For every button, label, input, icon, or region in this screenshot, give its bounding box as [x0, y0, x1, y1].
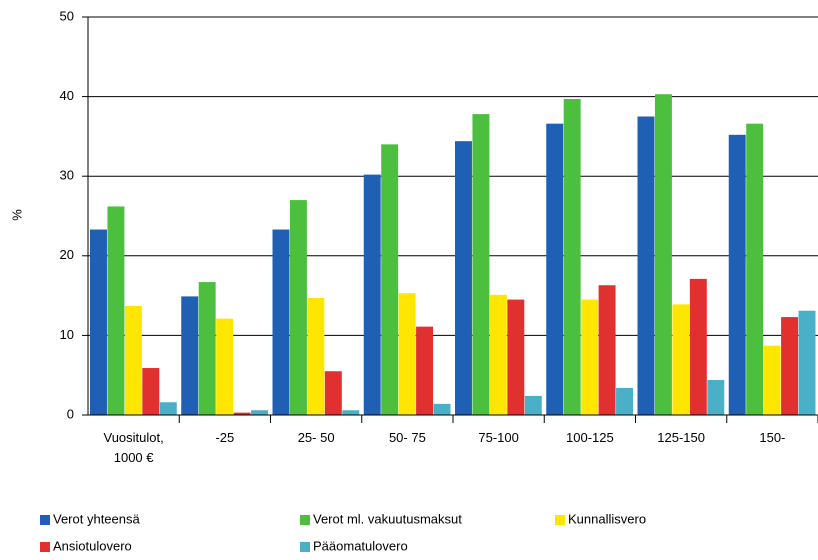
x-tick-label: 100-125 — [566, 430, 614, 445]
bar — [216, 318, 234, 415]
y-tick-label: 50 — [60, 8, 74, 23]
bar — [672, 304, 690, 415]
bar — [581, 299, 599, 415]
x-tick-label: 25- 50 — [297, 430, 335, 445]
bar — [107, 206, 125, 415]
bar — [433, 403, 451, 415]
bar — [455, 141, 472, 415]
legend-label: Ansiotulovero — [53, 538, 132, 553]
y-tick-label: 30 — [60, 168, 74, 183]
bar — [142, 368, 160, 415]
bar — [563, 98, 581, 415]
bar — [763, 345, 781, 415]
bar — [363, 174, 381, 415]
y-tick-label: 0 — [67, 406, 74, 421]
bar — [307, 297, 325, 415]
bar — [489, 294, 507, 415]
legend-label: Verot yhteensä — [53, 511, 140, 526]
bar — [637, 116, 655, 415]
y-tick-label: 40 — [60, 88, 74, 103]
legend-swatch — [555, 515, 565, 525]
bar — [324, 371, 342, 415]
bar — [90, 229, 107, 415]
bar — [181, 296, 199, 415]
bar — [728, 134, 746, 416]
legend-label: Verot ml. vakuutusmaksut — [313, 511, 462, 526]
legend-swatch — [300, 542, 310, 552]
bar — [598, 285, 616, 415]
bar — [507, 299, 525, 415]
y-tick-label: 20 — [60, 247, 74, 262]
x-tick-label: 75-100 — [478, 430, 519, 445]
x-tick-label: -25 — [215, 430, 235, 445]
x-tick-label: 50- 75 — [388, 430, 426, 445]
bar — [398, 293, 416, 415]
y-axis-label: % — [9, 209, 24, 221]
legend-swatch — [300, 515, 310, 525]
bar — [746, 123, 764, 415]
bar — [342, 410, 360, 415]
bar — [472, 114, 490, 415]
bar — [289, 200, 307, 415]
x-tick-label: Vuositulot, 1000 € — [103, 430, 164, 465]
bar — [654, 94, 672, 415]
bar — [546, 123, 564, 415]
bar — [381, 144, 399, 416]
bar — [416, 326, 434, 415]
bar — [124, 305, 142, 415]
bar — [689, 278, 707, 415]
bar — [798, 310, 816, 415]
bar — [198, 282, 216, 415]
legend-label: Pääomatulovero — [313, 538, 408, 553]
legend-label: Kunnallisvero — [568, 511, 646, 526]
bar — [159, 402, 177, 415]
legend-swatch — [40, 515, 50, 525]
bar — [781, 317, 799, 415]
legend-swatch — [40, 542, 50, 552]
x-tick-label: 150- — [759, 430, 786, 445]
bar — [524, 395, 542, 415]
bar — [272, 229, 290, 415]
y-tick-label: 10 — [60, 327, 74, 342]
bar — [616, 387, 633, 415]
x-tick-label: 125-150 — [657, 430, 705, 445]
bar — [233, 412, 251, 415]
bar — [707, 379, 725, 415]
bar — [251, 410, 268, 415]
